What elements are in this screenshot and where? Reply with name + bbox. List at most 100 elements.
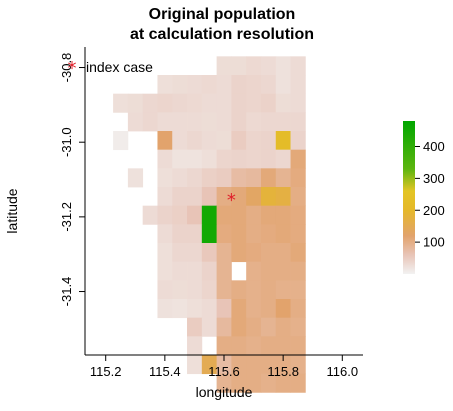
heatmap-cell [187,149,203,169]
heatmap-cell [260,112,277,132]
point-layer: * [227,190,236,211]
heatmap-cell [216,56,232,76]
heatmap-cell [201,149,218,169]
heatmap-cell [187,299,203,319]
heatmap-cell [290,336,306,356]
heatmap-cell [157,280,173,300]
heatmap-cell [231,317,247,337]
heatmap-cell [231,112,247,132]
heatmap-cell [157,75,173,95]
heatmap-cell [201,355,218,375]
x-tick-label: 115.8 [267,364,299,379]
colorbar-tick-label: 400 [423,139,445,154]
heatmap-cell [290,56,306,76]
heatmap-cell [290,93,306,113]
heatmap-cell [157,205,173,225]
heatmap-cell [201,224,218,244]
heatmap-cell [246,373,262,393]
heatmap-cell [187,336,203,356]
heatmap-cell [290,299,306,319]
heatmap-cell [260,75,277,95]
heatmap-cell [246,93,262,113]
heatmap-cell [290,75,306,95]
heatmap-cell [246,112,262,132]
heatmap-cell [246,317,262,337]
y-tick-label: -31.0 [59,127,74,157]
heatmap-cell [231,187,247,207]
heatmap-cell [275,317,291,337]
heatmap-cell [216,373,232,393]
heatmap-cell [275,355,291,375]
heatmap-cell [231,205,247,225]
legend: * index case [68,58,154,79]
heatmap-cell [172,93,188,113]
heatmap-cell [216,355,232,375]
heatmap-cell [275,149,291,169]
heatmap-cell [260,280,277,300]
heatmap-cell [157,187,173,207]
heatmap-cell [246,56,262,76]
heatmap-cell [172,261,188,281]
heatmap-cell [246,355,262,375]
heatmap-cell [216,224,232,244]
heatmap-cell [157,168,173,188]
heatmap-cell [246,299,262,319]
heatmap-cell [187,112,203,132]
chart-title-line-2: at calculation resolution [130,26,314,43]
heatmap-cell [231,299,247,319]
heatmap-cell [275,93,291,113]
heatmap-cell [172,168,188,188]
heatmap-cell [246,261,262,281]
heatmap-cell [290,112,306,132]
heatmap-cell [187,355,203,375]
heatmap-cell [187,317,203,337]
heatmap-cell [201,205,218,225]
x-axis-label: longitude [196,384,253,400]
heatmap-cell [260,168,277,188]
heatmap-cell [260,336,277,356]
y-axis: -30.8 -31.0 -31.2 -31.4 [59,53,85,306]
y-tick-label: -30.8 [59,53,74,83]
heatmap-cell [187,131,203,151]
heatmap-cell [201,75,218,95]
colorbar: 100 200 300 400 [403,121,445,274]
heatmap-cell [246,336,262,356]
heatmap-cell [275,280,291,300]
heatmap-cell [231,280,247,300]
heatmap-cell [290,224,306,244]
heatmap-cell [201,168,218,188]
heatmap-cell [216,280,232,300]
heatmap-cell [260,261,277,281]
heatmap-cell [246,205,262,225]
heatmap-cell [157,261,173,281]
heatmap-cell [246,187,262,207]
heatmap-cell [231,149,247,169]
heatmap-cell [290,243,306,263]
x-tick-label: 116.0 [327,364,359,379]
heatmap-cell [201,112,218,132]
heatmap-cell [231,131,247,151]
heatmap-cell [172,299,188,319]
heatmap-cell [157,93,173,113]
heatmap-cell [187,224,203,244]
heatmap-cell [201,280,218,300]
heatmap-cells [113,56,306,393]
heatmap-cell [260,373,277,393]
heatmap-cell [231,224,247,244]
heatmap-cell [187,243,203,263]
heatmap-cell [172,75,188,95]
colorbar-tick-label: 100 [423,235,445,250]
heatmap-cell [275,168,291,188]
heatmap-cell [216,336,232,356]
heatmap-cell [231,56,247,76]
heatmap-cell [246,224,262,244]
heatmap-cell [260,317,277,337]
heatmap-cell [231,75,247,95]
heatmap-cell [290,131,306,151]
heatmap-cell [172,131,188,151]
heatmap-cell [260,131,277,151]
heatmap-cell [231,93,247,113]
heatmap-cell [260,205,277,225]
heatmap-cell [187,280,203,300]
heatmap-cell [216,243,232,263]
